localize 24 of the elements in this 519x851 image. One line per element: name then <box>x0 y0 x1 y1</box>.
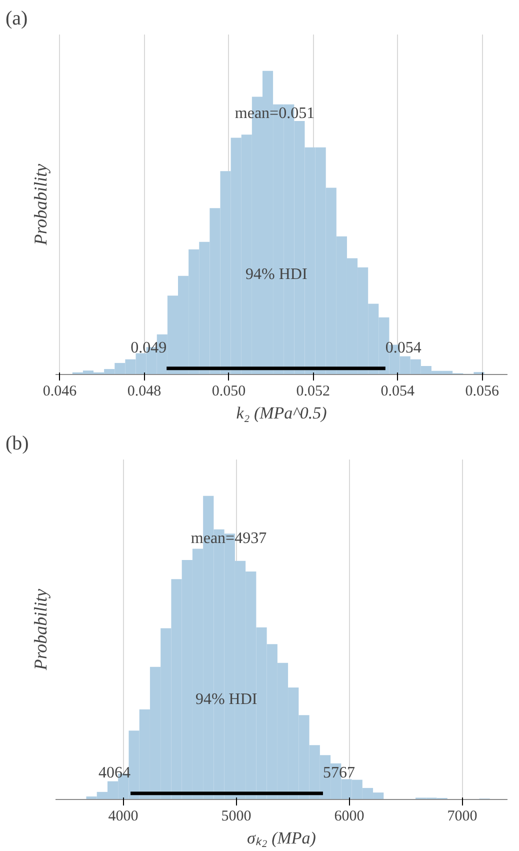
y-axis-title: Probability <box>30 164 50 246</box>
annotation: 0.054 <box>385 340 422 357</box>
x-tick-label: 0.046 <box>42 384 78 400</box>
x-tick-label: 4000 <box>108 808 138 824</box>
x-tick-label: 0.052 <box>296 384 330 400</box>
annotation: 94% HDI <box>195 690 258 708</box>
annotation: 4064 <box>98 764 131 782</box>
x-tick-label: 0.050 <box>212 384 246 400</box>
annotation: mean=4937 <box>190 530 267 547</box>
x-tick-label: 5000 <box>221 808 252 824</box>
x-axis-title: k₂ (MPa^0.5) <box>236 404 328 422</box>
x-tick-label: 0.054 <box>380 384 416 400</box>
annotation: 0.049 <box>130 340 167 357</box>
chart-title: (b) <box>6 432 29 454</box>
annotation: 94% HDI <box>246 266 308 283</box>
annotation: 5767 <box>322 764 355 782</box>
x-axis-title: σₖ₂ (MPa) <box>247 828 316 848</box>
x-tick-label: 0.056 <box>465 384 500 400</box>
annotation: mean=0.051 <box>234 104 315 122</box>
y-axis-title: Probability <box>30 588 50 672</box>
x-tick-label: 0.048 <box>127 384 162 400</box>
x-tick-label: 7000 <box>447 808 478 824</box>
chart-title: (a) <box>6 8 28 30</box>
x-tick-label: 6000 <box>334 808 364 824</box>
